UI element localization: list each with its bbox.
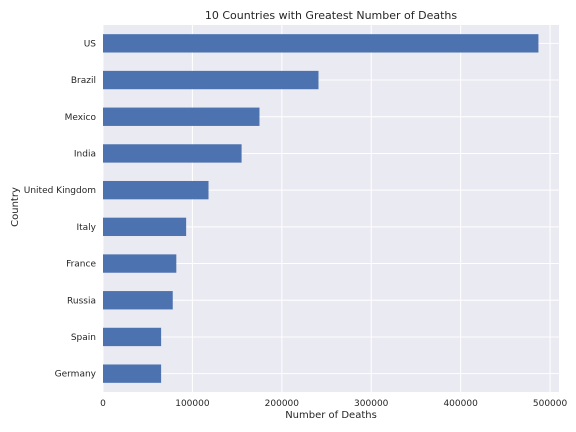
bar [103, 70, 319, 90]
y-axis-label: Country [10, 187, 21, 227]
bar [103, 107, 260, 126]
bar [103, 327, 162, 347]
bar [103, 291, 173, 310]
y-tick-label: India [74, 149, 96, 159]
bar [103, 34, 539, 53]
y-tick-label: Mexico [65, 113, 97, 123]
y-tick-label: Germany [55, 370, 97, 380]
x-tick-label: 300000 [354, 399, 389, 409]
x-tick-label: 500000 [533, 399, 568, 409]
bar [103, 217, 187, 237]
x-axis-label: Number of Deaths [285, 410, 377, 421]
y-tick-label: Russia [67, 296, 96, 306]
y-tick-label: Italy [76, 223, 96, 233]
x-tick-label: 400000 [443, 399, 478, 409]
y-tick-labels: US Brazil Mexico India United Kingdom Italy Fr… [24, 39, 97, 379]
y-tick-label: Brazil [71, 76, 96, 86]
bar [103, 254, 177, 273]
y-tick-label: Spain [71, 333, 96, 343]
x-tick-label: 0 [100, 399, 106, 409]
x-tick-label: 200000 [265, 399, 300, 409]
chart-title: 10 Countries with Greatest Number of Dea… [205, 9, 458, 22]
y-tick-label: France [66, 260, 96, 270]
y-tick-label: United Kingdom [24, 186, 96, 196]
bars [103, 34, 539, 383]
bar [103, 364, 162, 383]
x-tick-label: 100000 [175, 399, 210, 409]
bar [103, 144, 242, 163]
x-tick-labels: 0 100000 200000 300000 400000 500000 [100, 399, 567, 409]
bar [103, 180, 209, 200]
y-tick-label: US [84, 39, 97, 49]
